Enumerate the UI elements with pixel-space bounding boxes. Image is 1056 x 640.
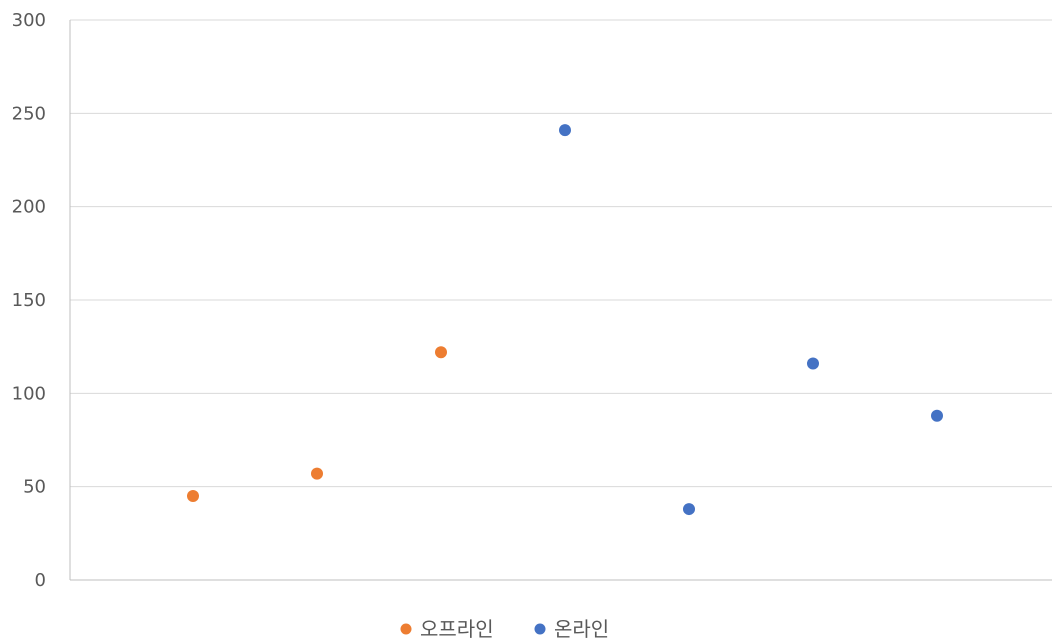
data-point-offline <box>187 490 199 502</box>
data-point-offline <box>311 467 323 480</box>
data-point-online <box>931 409 943 422</box>
data-point-offline <box>435 346 447 359</box>
legend-label: 오프라인 <box>420 617 494 640</box>
y-tick-label: 250 <box>12 103 46 124</box>
y-axis-tick-labels: 0 50 100 150 200 250 300 <box>12 10 46 591</box>
y-tick-label: 200 <box>12 197 46 218</box>
y-tick-label: 150 <box>12 290 46 311</box>
legend-label: 온라인 <box>554 617 609 640</box>
legend: 오프라인 온라인 <box>400 617 609 640</box>
gridlines <box>69 19 1052 581</box>
legend-marker <box>400 623 412 635</box>
data-points <box>187 124 943 516</box>
y-tick-label: 50 <box>23 477 46 498</box>
legend-marker <box>534 623 546 635</box>
data-point-online <box>807 357 819 370</box>
y-tick-label: 0 <box>35 570 46 591</box>
data-point-online <box>683 503 695 516</box>
data-point-online <box>559 124 571 137</box>
y-tick-label: 100 <box>12 383 46 404</box>
y-tick-label: 300 <box>12 10 46 31</box>
